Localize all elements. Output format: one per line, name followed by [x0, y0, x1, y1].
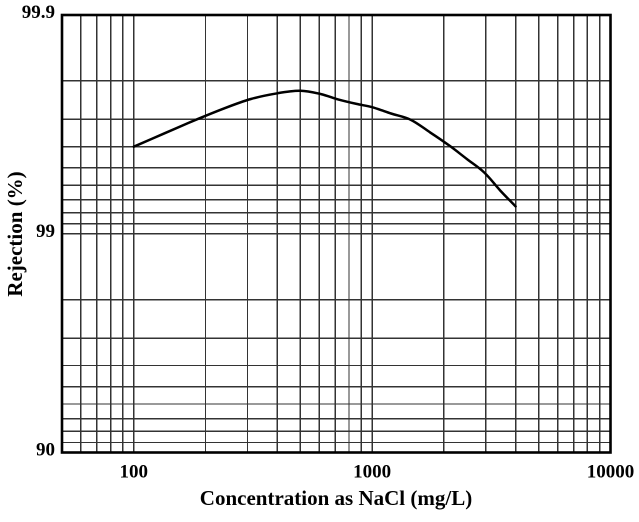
y-tick-label-99: 99 [36, 221, 55, 242]
y-axis-title: Rejection (%) [3, 171, 27, 296]
x-tick-label-1000: 1000 [353, 462, 391, 483]
gridlines [61, 14, 612, 454]
x-tick-label-10000: 10000 [587, 462, 635, 483]
x-axis-tick-labels: 100 1000 10000 [120, 462, 635, 483]
plot-border [60, 13, 612, 454]
rejection-curve [132, 89, 517, 208]
y-tick-label-99.9: 99.9 [22, 2, 55, 23]
x-axis-title: Concentration as NaCl (mg/L) [200, 486, 472, 510]
y-tick-label-90: 90 [36, 440, 55, 461]
y-axis-tick-labels: 99.9 99 90 [22, 2, 55, 461]
x-tick-label-100: 100 [120, 462, 149, 483]
